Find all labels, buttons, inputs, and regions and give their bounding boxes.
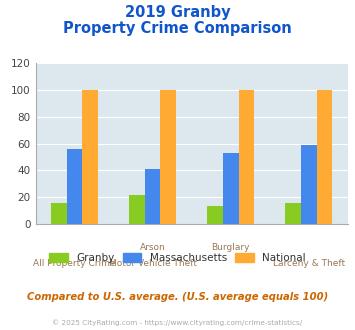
Bar	[129, 195, 145, 224]
Text: 2019 Granby: 2019 Granby	[125, 5, 230, 20]
Text: All Property Crime: All Property Crime	[33, 259, 116, 268]
Bar	[207, 206, 223, 224]
Bar	[317, 90, 332, 224]
Text: Compared to U.S. average. (U.S. average equals 100): Compared to U.S. average. (U.S. average …	[27, 292, 328, 302]
Bar	[82, 90, 98, 224]
Text: Arson: Arson	[140, 243, 165, 251]
Bar	[67, 149, 82, 224]
Bar	[160, 90, 176, 224]
Text: Larceny & Theft: Larceny & Theft	[273, 259, 345, 268]
Bar	[285, 203, 301, 224]
Bar	[239, 90, 254, 224]
Bar	[223, 153, 239, 224]
Bar	[51, 203, 67, 224]
Legend: Granby, Massachusetts, National: Granby, Massachusetts, National	[45, 249, 310, 267]
Bar	[145, 169, 160, 224]
Text: © 2025 CityRating.com - https://www.cityrating.com/crime-statistics/: © 2025 CityRating.com - https://www.city…	[53, 319, 302, 326]
Text: Burglary: Burglary	[212, 243, 250, 251]
Bar	[301, 145, 317, 224]
Text: Motor Vehicle Theft: Motor Vehicle Theft	[109, 259, 197, 268]
Text: Property Crime Comparison: Property Crime Comparison	[63, 21, 292, 36]
